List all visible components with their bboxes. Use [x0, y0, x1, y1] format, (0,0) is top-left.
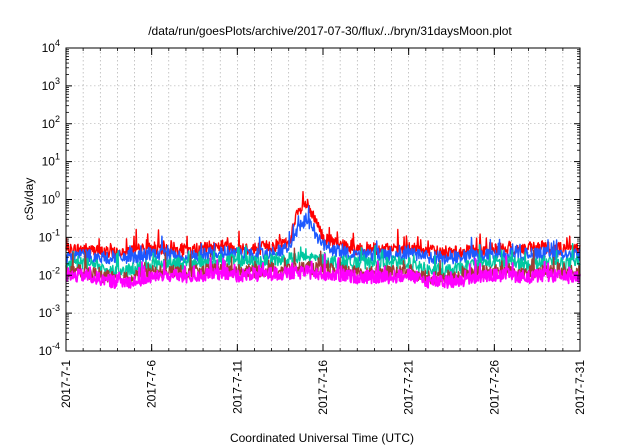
x-tick-label: 2017-7-6	[145, 360, 159, 408]
y-tick-label: 10-3	[39, 303, 60, 320]
x-axis: 2017-7-1 2017-7-6 2017-7-11 2017-7-16 2017-7…	[59, 48, 587, 415]
x-tick-label: 2017-7-26	[487, 360, 501, 415]
y-tick-label: 100	[42, 190, 60, 207]
y-tick-label: 10-4	[39, 341, 60, 358]
x-tick-label: 2017-7-11	[230, 360, 244, 414]
chart-title: /data/run/goesPlots/archive/2017-07-30/f…	[148, 24, 512, 38]
x-tick-label: 2017-7-16	[316, 360, 330, 415]
y-tick-label: 10-2	[39, 265, 60, 282]
x-tick-label: 2017-7-31	[573, 360, 587, 415]
grid-lines	[66, 48, 580, 351]
y-tick-label: 104	[42, 38, 60, 55]
y-axis-label: cSv/day	[22, 178, 36, 221]
series-line-1	[65, 191, 581, 260]
series-lines	[65, 191, 581, 289]
series-line-5	[65, 253, 581, 289]
x-axis-label: Coordinated Universal Time (UTC)	[230, 431, 414, 445]
y-tick-label: 10-1	[39, 227, 60, 244]
y-tick-label: 103	[42, 76, 60, 93]
y-tick-label: 102	[42, 114, 60, 131]
x-tick-label: 2017-7-21	[402, 360, 416, 415]
x-tick-label: 2017-7-1	[59, 360, 73, 408]
y-tick-label: 101	[42, 152, 60, 169]
